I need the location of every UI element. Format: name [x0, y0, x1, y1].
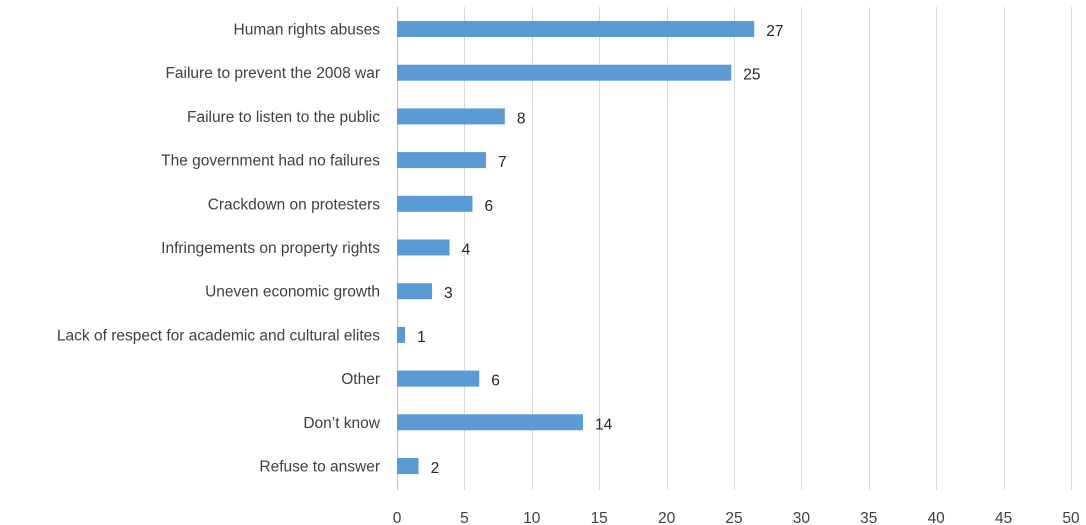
data-label: 4	[462, 242, 471, 259]
data-label: 7	[498, 154, 507, 171]
tick-layer: 0 5 10 15 20 25 30 35 40 45 50	[393, 510, 1080, 525]
x-tick-label: 35	[860, 510, 877, 525]
data-label: 8	[517, 110, 526, 127]
x-tick-label: 25	[725, 510, 742, 525]
bar	[397, 239, 450, 256]
category-label: Infringements on property rights	[161, 240, 380, 257]
category-label: The government had no failures	[161, 153, 380, 170]
grid-layer	[397, 7, 1072, 490]
data-label: 1	[417, 329, 426, 346]
data-label: 3	[444, 285, 453, 302]
x-tick-label: 15	[591, 510, 608, 525]
data-label: 27	[766, 23, 783, 40]
category-label: Don’t know	[303, 415, 380, 432]
category-label: Failure to prevent the 2008 war	[165, 65, 380, 82]
category-label: Refuse to answer	[259, 459, 380, 476]
category-label: Other	[341, 371, 380, 388]
bar	[397, 64, 732, 81]
bar	[397, 414, 584, 431]
x-tick-label: 45	[995, 510, 1012, 525]
bar-layer	[397, 21, 755, 474]
data-label: 25	[743, 67, 760, 84]
bar	[397, 283, 433, 300]
category-label: Failure to listen to the public	[187, 109, 380, 126]
bar	[397, 152, 486, 169]
category-label: Uneven economic growth	[205, 284, 380, 301]
x-tick-label: 40	[928, 510, 946, 525]
bar	[397, 326, 406, 343]
bar	[397, 21, 755, 37]
data-label: 14	[595, 416, 613, 433]
x-tick-label: 50	[1062, 510, 1080, 525]
category-label: Human rights abuses	[234, 22, 381, 39]
data-label: 2	[431, 460, 440, 477]
bar	[397, 458, 419, 474]
x-tick-label: 20	[658, 510, 676, 525]
bar	[397, 195, 473, 212]
x-tick-label: 5	[460, 510, 469, 525]
x-tick-label: 30	[793, 510, 811, 525]
data-label: 6	[484, 198, 493, 215]
x-tick-label: 0	[393, 510, 402, 525]
category-label: Crackdown on protesters	[208, 196, 381, 213]
category-label: Lack of respect for academic and cultura…	[57, 327, 380, 344]
x-tick-label: 10	[523, 510, 541, 525]
bar	[397, 108, 505, 125]
bar	[397, 370, 480, 387]
data-label: 6	[491, 373, 500, 390]
